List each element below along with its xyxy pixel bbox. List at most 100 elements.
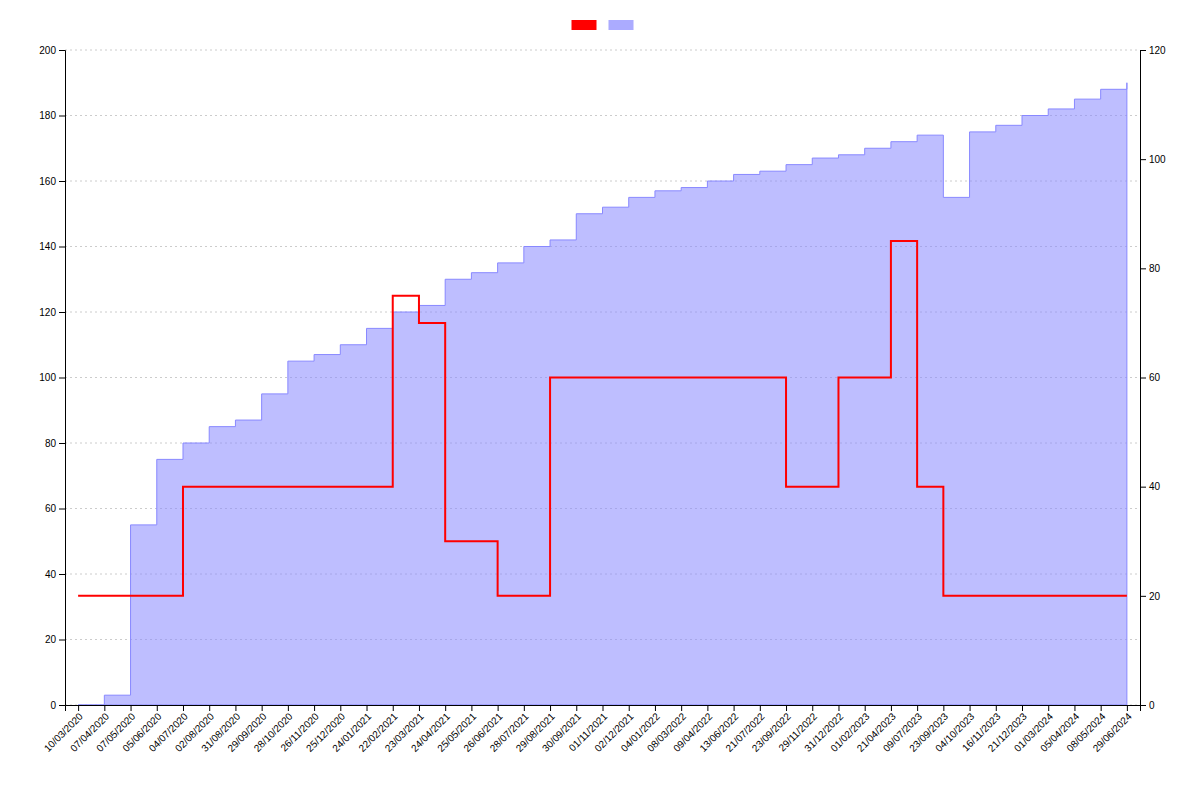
tick-mark <box>367 705 368 711</box>
tick-mark <box>445 705 446 711</box>
tick-mark <box>1074 705 1075 711</box>
axis-line <box>59 51 66 706</box>
tick-label: 0 <box>50 700 56 711</box>
tick-mark <box>1127 705 1128 711</box>
y-axis: 0 20 40 60 80 100 120 140 160 180 200 <box>39 45 65 711</box>
tick-label: 200 <box>39 45 56 56</box>
tick-mark <box>59 50 65 51</box>
tick-mark <box>1048 705 1049 711</box>
tick-mark <box>1101 705 1102 711</box>
tick-label: 60 <box>45 503 57 514</box>
tick-mark <box>1140 487 1146 488</box>
tick: 60 <box>45 503 65 514</box>
tick-mark <box>812 705 813 711</box>
grid-line <box>65 115 1140 116</box>
tick: 29/06/2024 <box>1091 705 1134 754</box>
tick-mark <box>59 312 65 313</box>
tick-label: 40 <box>45 569 57 580</box>
tick-mark <box>917 705 918 711</box>
tick-mark <box>786 705 787 711</box>
tick-mark <box>393 705 394 711</box>
tick-mark <box>471 705 472 711</box>
line <box>78 241 1127 596</box>
grid-line <box>65 50 1140 51</box>
tick-mark <box>838 705 839 711</box>
tick-label: 60 <box>1149 372 1161 383</box>
tick-mark <box>262 705 263 711</box>
tick-label: 20 <box>1149 591 1161 602</box>
tick: 20 <box>1140 591 1161 602</box>
tick-mark <box>235 705 236 711</box>
x-axis: 10/03/202007/04/202007/05/202005/06/2020… <box>42 705 1141 754</box>
tick-label: 120 <box>39 307 56 318</box>
tick-mark <box>524 705 525 711</box>
tick: 80 <box>45 438 65 449</box>
tick-mark <box>970 705 971 711</box>
tick-label: 100 <box>39 372 56 383</box>
tick-mark <box>707 705 708 711</box>
tick-mark <box>419 705 420 711</box>
tick-mark <box>760 705 761 711</box>
tick-mark <box>59 181 65 182</box>
legend <box>572 20 634 30</box>
tick: 180 <box>39 110 65 121</box>
tick-mark <box>183 705 184 711</box>
tick-mark <box>550 705 551 711</box>
tick-mark <box>1140 705 1146 706</box>
y2-axis: 0 20 40 60 80 100 120 <box>1140 45 1166 711</box>
tick: 200 <box>39 45 65 56</box>
grid <box>65 50 1140 705</box>
tick-mark <box>157 705 158 711</box>
tick: 140 <box>39 241 65 252</box>
tick: 80 <box>1140 263 1161 274</box>
tick-mark <box>104 705 105 711</box>
tick-mark <box>59 574 65 575</box>
tick-mark <box>655 705 656 711</box>
tick-label: 160 <box>39 176 56 187</box>
tick-label: 20 <box>45 634 57 645</box>
tick-label: 140 <box>39 241 56 252</box>
tick-mark <box>59 116 65 117</box>
tick-label: 80 <box>45 438 57 449</box>
tick-mark <box>59 378 65 379</box>
tick: 160 <box>39 176 65 187</box>
tick-label: 0 <box>1149 700 1155 711</box>
tick-mark <box>943 705 944 711</box>
axis-line <box>66 706 1141 712</box>
tick-mark <box>59 247 65 248</box>
tick-mark <box>891 705 892 711</box>
legend-swatch <box>609 20 634 30</box>
tick-mark <box>865 705 866 711</box>
tick-mark <box>78 705 79 711</box>
tick-mark <box>576 705 577 711</box>
tick-label: 120 <box>1149 45 1166 56</box>
tick-mark <box>681 705 682 711</box>
tick-mark <box>996 705 997 711</box>
tick: 0 <box>50 700 65 711</box>
tick-mark <box>59 640 65 641</box>
tick: 0 <box>1140 700 1155 711</box>
axis-line <box>1141 51 1147 706</box>
tick-mark <box>1140 159 1146 160</box>
tick: 100 <box>1140 154 1166 165</box>
tick-mark <box>59 443 65 444</box>
plot-area: 10/03/202007/04/202007/05/202005/06/2020… <box>39 45 1166 754</box>
legend-swatch <box>572 20 597 30</box>
tick-mark <box>288 705 289 711</box>
tick-label: 100 <box>1149 154 1166 165</box>
tick: 20 <box>45 634 65 645</box>
tick-mark <box>1022 705 1023 711</box>
tick: 120 <box>39 307 65 318</box>
tick: 120 <box>1140 45 1166 56</box>
tick-mark <box>209 705 210 711</box>
tick-mark <box>131 705 132 711</box>
tick-mark <box>603 705 604 711</box>
tick-label: 80 <box>1149 263 1161 274</box>
tick-label: 40 <box>1149 481 1161 492</box>
tick: 100 <box>39 372 65 383</box>
tick-mark <box>1140 268 1146 269</box>
tick: 60 <box>1140 372 1161 383</box>
area <box>78 83 1127 705</box>
tick-mark <box>1140 596 1146 597</box>
tick-mark <box>734 705 735 711</box>
